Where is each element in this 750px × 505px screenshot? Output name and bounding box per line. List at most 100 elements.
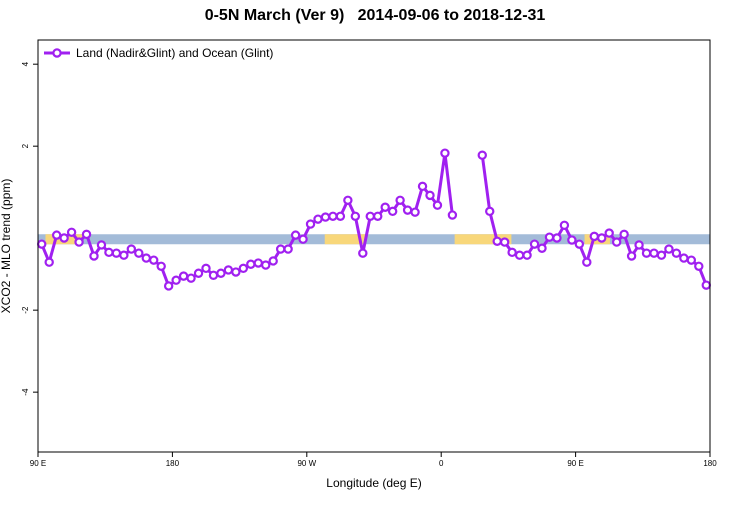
data-point [440,148,450,158]
data-point [193,268,204,278]
data-point [597,233,607,243]
data-point [223,265,234,275]
data-point [305,219,316,229]
data-point [619,229,629,240]
data-point [537,243,547,253]
data-point [335,211,346,221]
data-point [246,259,256,269]
x-tick-label: 90 E [30,459,46,468]
data-point [178,271,189,281]
data-point [522,250,532,260]
data-point [529,239,540,249]
data-point [380,202,390,212]
data-point [611,237,622,247]
x-axis-label: Longitude (deg E) [326,476,421,490]
data-point [201,263,211,274]
y-tick-label: -4 [21,388,30,396]
data-point [365,211,375,221]
data-point [81,229,92,240]
x-tick-label: 0 [439,459,444,468]
data-point [283,244,293,254]
x-tick-label: 90 W [297,459,316,468]
data-point [358,248,368,258]
data-point [373,211,383,221]
data-point [59,233,69,243]
data-point [126,244,137,254]
data-point [134,248,144,258]
legend-marker [52,48,62,58]
data-point [432,200,443,210]
y-axis-label: XCO2 - MLO trend (ppm) [0,179,13,314]
data-point [96,240,107,250]
data-point [298,234,308,244]
data-point [417,181,428,192]
data-point [141,253,151,263]
plot-frame [37,39,711,453]
data-point [208,270,219,281]
data-point [514,250,525,260]
data-point [649,248,659,258]
x-tick-label: 180 [166,459,180,468]
data-point [604,228,614,238]
data-point [119,250,129,260]
data-point [567,235,577,245]
data-point [582,257,592,267]
data-point [149,255,159,265]
series-line [40,151,708,288]
data-point [395,195,405,205]
data-point [544,232,555,242]
data-point [163,281,174,291]
y-tick-label: 2 [21,143,30,148]
data-point [111,248,122,258]
data-point [410,207,420,217]
data-point [477,150,487,160]
data-point [559,220,570,230]
data-point [350,211,361,221]
data-point [641,248,652,258]
y-tick-label: 4 [21,61,30,66]
data-point [238,263,249,274]
data-point [320,212,331,222]
data-point [231,267,241,277]
data-point [216,268,226,278]
data-point [552,233,562,243]
data-point [328,211,338,221]
data-point [74,237,84,247]
data-point [626,251,637,261]
x-tick-label: 90 E [567,459,583,468]
data-point [37,239,47,249]
data-point [51,230,62,240]
y-tick-label: -2 [21,306,30,314]
data-point [66,227,77,237]
data-point [44,257,54,267]
legend-label: Land (Nadir&Glint) and Ocean (Glint) [76,46,273,60]
data-point [425,190,435,201]
data-point [275,244,286,254]
data-point [499,237,510,247]
data-point [313,214,323,224]
data-point [387,206,398,217]
plot-area [37,148,711,291]
data-point [574,239,585,249]
data-point [447,210,458,220]
data-point [671,248,682,258]
data-point [656,250,667,260]
data-point [253,258,263,268]
data-point [701,280,711,290]
data-point [261,260,271,270]
data-point [694,261,704,271]
chart-title: 0-5N March (Ver 9) 2014-09-06 to 2018-12… [205,7,546,24]
x-tick-label: 180 [703,459,717,468]
data-point [686,255,697,265]
data-point [89,251,99,261]
data-point [290,230,301,240]
data-point [634,240,644,250]
data-point [664,244,674,254]
data-point [104,247,114,258]
data-point [507,247,517,258]
data-point [492,236,502,246]
data-point [268,256,278,266]
data-point [485,206,495,217]
